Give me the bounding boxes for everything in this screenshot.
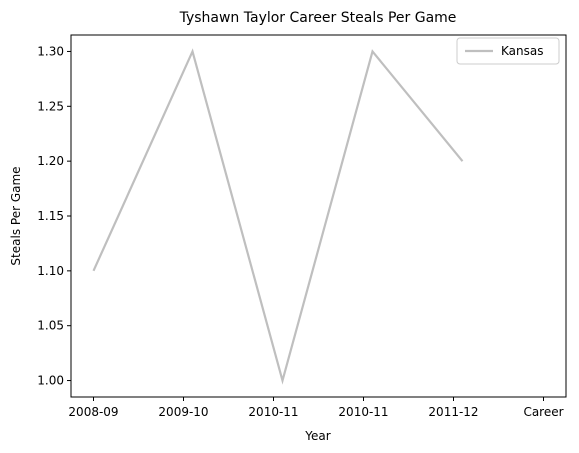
x-tick-label: 2011-12 — [428, 405, 478, 419]
y-tick-label: 1.25 — [37, 99, 64, 113]
plot-frame — [70, 34, 567, 398]
y-tick-label: 1.15 — [37, 209, 64, 223]
chart-title: Tyshawn Taylor Career Steals Per Game — [179, 10, 457, 26]
y-axis: 1.00 1.05 1.10 1.15 1.20 1.25 1.30 — [37, 44, 71, 388]
x-tick-label: Career — [523, 405, 563, 419]
x-tick-label: 2010-11 — [338, 405, 388, 419]
y-tick-label: 1.20 — [37, 154, 64, 168]
x-tick-label: 2008-09 — [68, 405, 118, 419]
plot-area — [70, 34, 567, 398]
series-line-0 — [92, 48, 464, 385]
y-tick-label: 1.00 — [37, 374, 64, 388]
y-tick-label: 1.30 — [37, 44, 64, 58]
x-axis-label: Year — [304, 429, 330, 443]
y-tick-label: 1.10 — [37, 264, 64, 278]
y-tick-label: 1.05 — [37, 319, 64, 333]
x-tick-label: 2010-11 — [248, 405, 298, 419]
legend-label: Kansas — [501, 44, 543, 58]
x-tick-label: 2009-10 — [158, 405, 208, 419]
x-axis: 2008-09 2009-10 2010-11 2010-11 2011-12 Caree… — [68, 397, 564, 419]
legend-box — [456, 37, 560, 65]
y-axis-label: Steals Per Game — [9, 166, 23, 265]
legend: Kansas — [456, 37, 560, 65]
